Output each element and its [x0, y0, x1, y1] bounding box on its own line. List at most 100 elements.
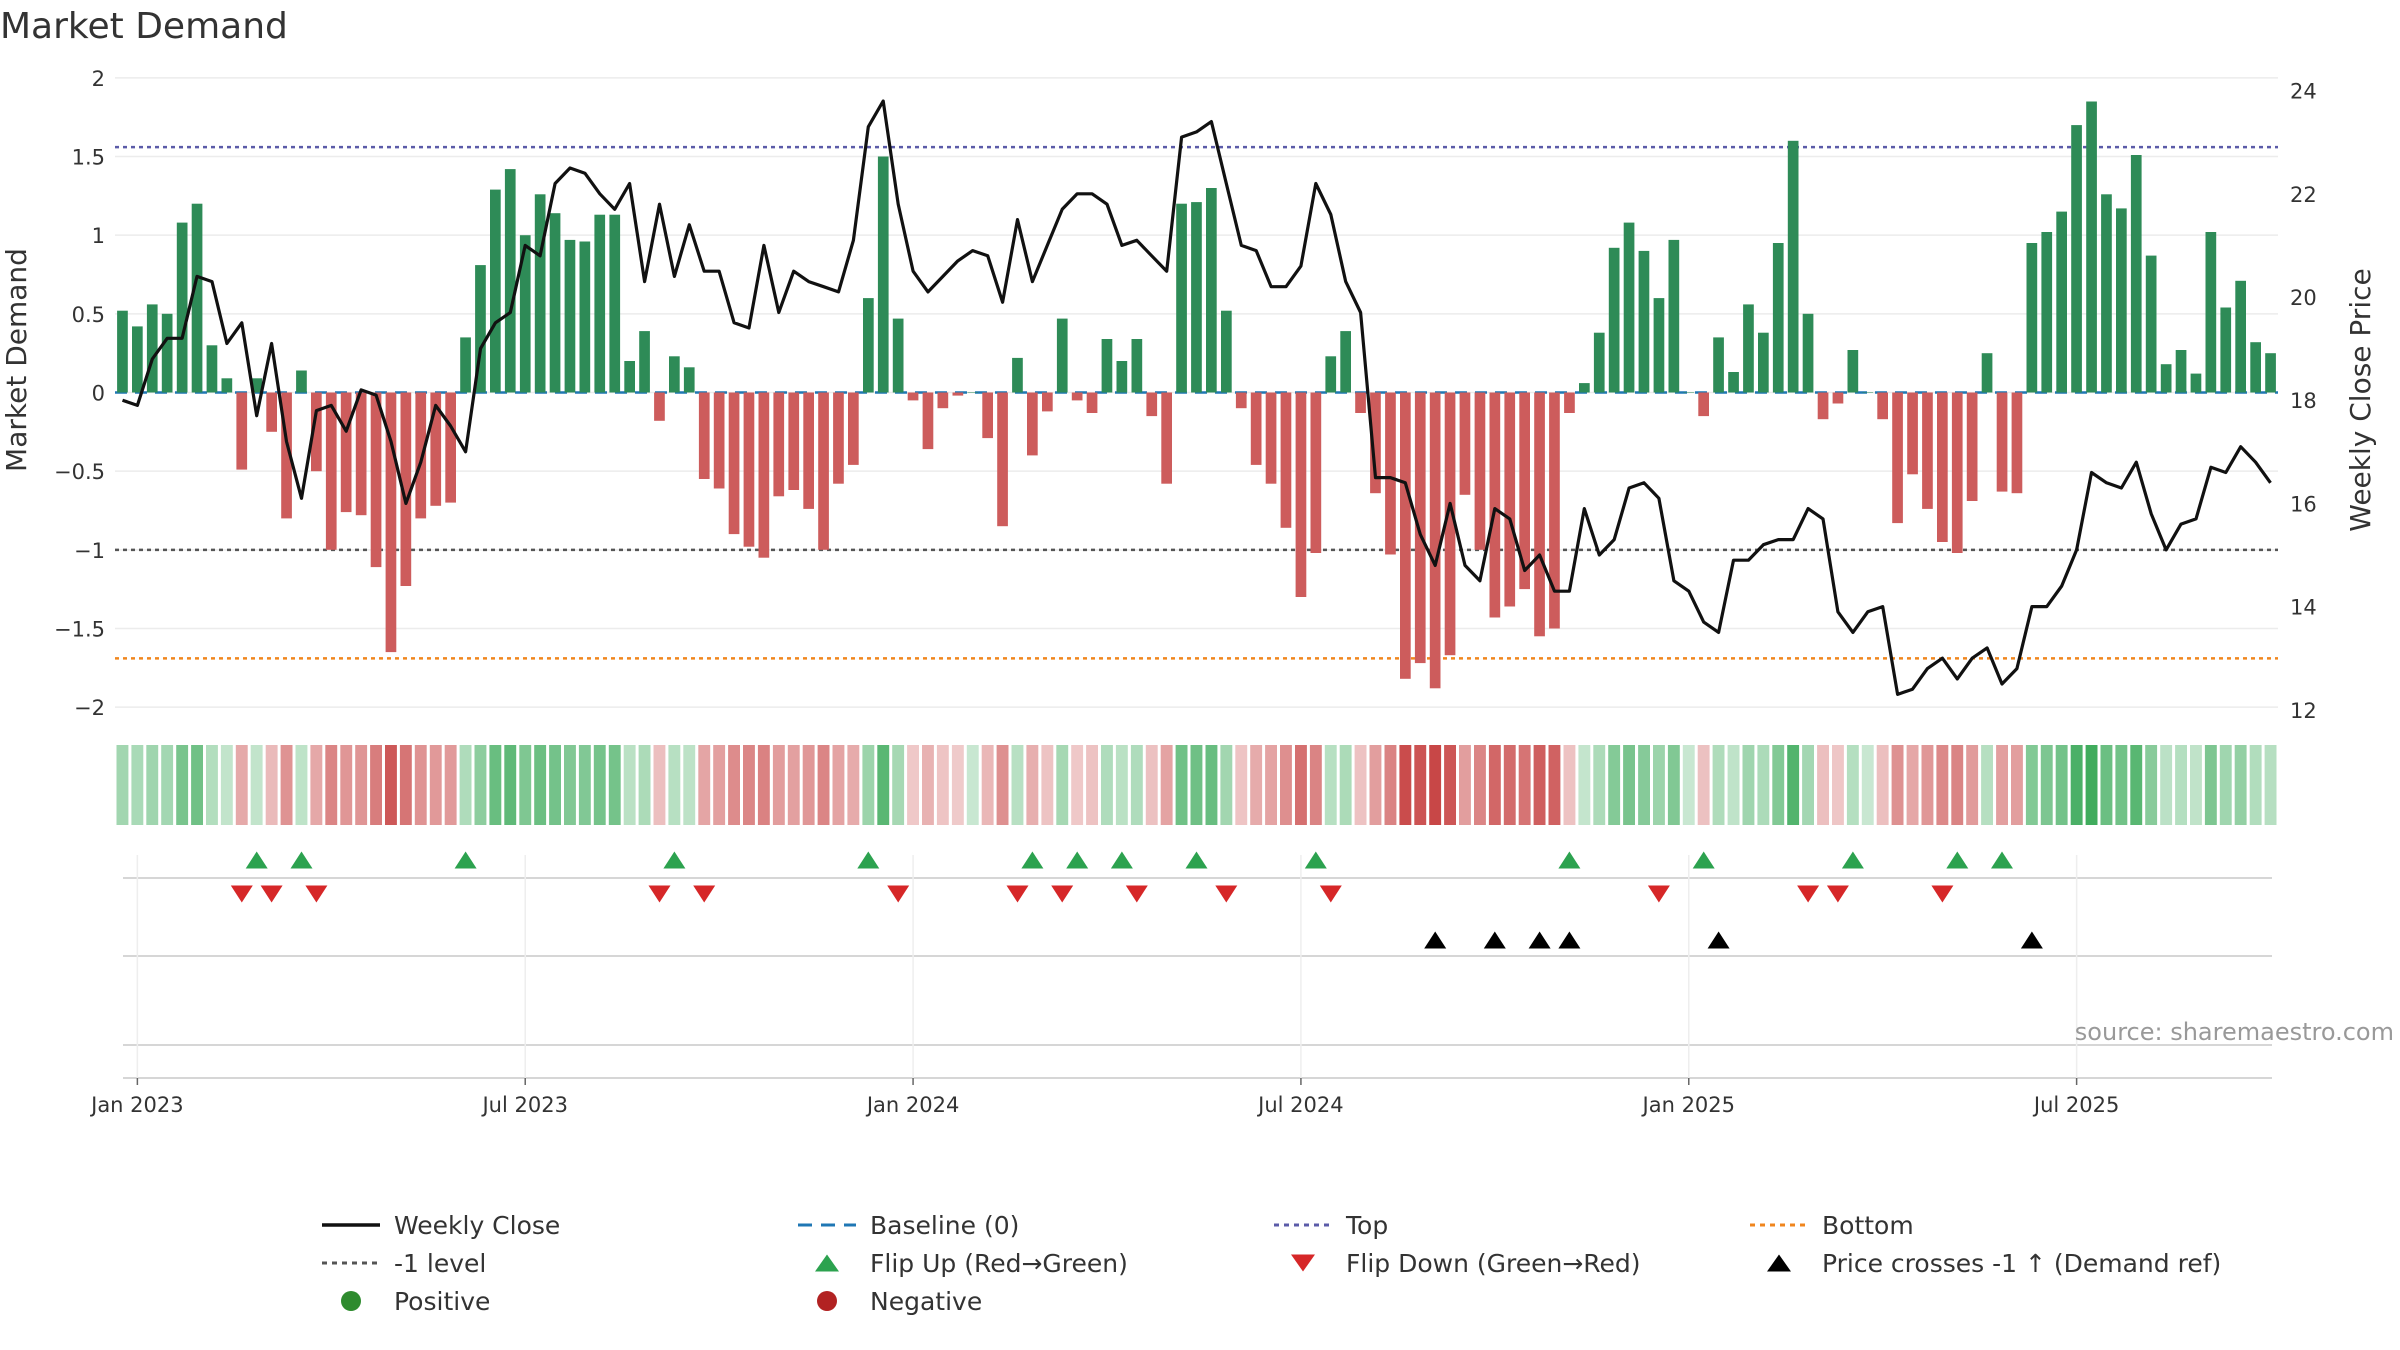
- demand-bar: [1071, 392, 1083, 401]
- x-tick-label: Jul 2023: [480, 1093, 567, 1117]
- legend-label: Flip Down (Green→Red): [1346, 1249, 1641, 1278]
- demand-bar: [564, 239, 576, 393]
- flip-up-marker: [1946, 851, 1969, 869]
- legend-item: Baseline (0): [798, 1211, 1019, 1240]
- x-tick-label: Jan 2025: [1641, 1093, 1736, 1117]
- heat-cell: [623, 745, 636, 825]
- heat-cell: [1996, 745, 2008, 825]
- demand-bar: [1250, 392, 1262, 465]
- legend-label: Flip Up (Red→Green): [870, 1249, 1128, 1278]
- heat-cell: [1384, 745, 1397, 825]
- heat-cell: [1757, 745, 1770, 825]
- demand-bar: [534, 194, 546, 393]
- price-cross-marker: [1483, 931, 1506, 949]
- heat-cell: [1459, 745, 1471, 825]
- flip-down-marker: [648, 885, 671, 903]
- left-tick-label: 1.5: [72, 146, 105, 170]
- demand-bar: [609, 214, 621, 393]
- demand-bar: [1161, 392, 1172, 484]
- demand-bar: [2130, 155, 2142, 393]
- heat-cell: [504, 745, 517, 825]
- legend-item: Price crosses -1 ↑ (Demand ref): [1767, 1249, 2221, 1278]
- heat-cell: [638, 745, 651, 825]
- right-tick-label: 20: [2290, 286, 2317, 310]
- demand-bar: [117, 310, 128, 393]
- demand-bar: [848, 392, 859, 465]
- demand-bar: [1847, 350, 1859, 393]
- demand-bar: [1221, 310, 1232, 393]
- heat-cell: [1727, 745, 1740, 825]
- heat-cell: [2025, 745, 2038, 825]
- demand-bar: [937, 392, 949, 409]
- demand-bar: [952, 392, 964, 396]
- heat-cell: [1697, 745, 1710, 825]
- demand-bar: [1235, 392, 1247, 409]
- heat-cell: [787, 745, 800, 825]
- heat-cell: [564, 745, 576, 825]
- demand-bar: [1817, 392, 1829, 420]
- heat-cell: [2115, 745, 2128, 825]
- heat-cell: [340, 745, 353, 825]
- heat-cell: [1324, 745, 1337, 825]
- heat-cell: [1682, 745, 1695, 825]
- heat-cell: [1846, 745, 1859, 825]
- signal-markers: [230, 851, 2043, 949]
- x-tick-label: Jul 2025: [2032, 1093, 2119, 1117]
- demand-bar: [1683, 392, 1695, 393]
- demand-bar: [1489, 392, 1501, 618]
- heat-cell: [280, 745, 293, 825]
- demand-bar: [1937, 392, 1948, 542]
- demand-bar: [1519, 392, 1530, 590]
- heat-cell: [922, 745, 934, 825]
- demand-bar: [1176, 203, 1187, 393]
- demand-bar: [728, 392, 740, 535]
- demand-bar: [743, 392, 755, 547]
- heat-cell: [1369, 745, 1382, 825]
- heat-cell: [1623, 745, 1635, 825]
- demand-bar: [1504, 392, 1516, 607]
- demand-bar: [2086, 101, 2097, 393]
- demand-bar: [161, 313, 173, 393]
- left-tick-label: −0.5: [54, 460, 105, 484]
- demand-bar: [1743, 304, 1754, 393]
- heat-cell: [325, 745, 338, 825]
- legend-item: Bottom: [1750, 1211, 1914, 1240]
- demand-bar: [325, 392, 337, 550]
- demand-bar: [758, 392, 770, 558]
- heat-cell: [1638, 745, 1650, 825]
- right-tick-label: 16: [2290, 492, 2317, 516]
- heat-cell: [907, 745, 919, 825]
- heat-cell: [399, 745, 412, 825]
- demand-bar: [1772, 243, 1784, 393]
- left-tick-label: 1: [92, 224, 105, 248]
- demand-bar: [415, 392, 427, 519]
- right-axis-ticks: 24 22 20 18 16 14 12: [2290, 80, 2317, 723]
- demand-bar: [877, 156, 889, 393]
- demand-bar: [1608, 247, 1620, 393]
- price-cross-marker: [1424, 931, 1447, 949]
- heat-cell: [2055, 745, 2068, 825]
- demand-bar: [2041, 232, 2053, 393]
- x-tick-label: Jan 2024: [865, 1093, 960, 1117]
- demand-bar: [1429, 392, 1441, 689]
- heat-cell: [1339, 745, 1352, 825]
- heat-cell: [1503, 745, 1516, 825]
- heat-cell: [1742, 745, 1755, 825]
- heat-cell: [728, 745, 740, 825]
- heat-cell: [235, 745, 248, 825]
- heat-cell: [1235, 745, 1248, 825]
- heat-cell: [176, 745, 189, 825]
- heat-cell: [1548, 745, 1561, 825]
- demand-bar: [2011, 392, 2023, 494]
- demand-bar: [385, 392, 397, 653]
- flip-down-marker: [1647, 885, 1670, 903]
- price-line-group: [121, 99, 2272, 697]
- demand-bar: [2220, 307, 2232, 393]
- demand-bar: [1191, 202, 1202, 393]
- flip-down-marker: [1319, 885, 1342, 903]
- left-tick-label: 0: [92, 382, 105, 406]
- demand-bar: [1027, 392, 1038, 456]
- demand-bar: [1206, 188, 1217, 393]
- legend-label: -1 level: [394, 1249, 486, 1278]
